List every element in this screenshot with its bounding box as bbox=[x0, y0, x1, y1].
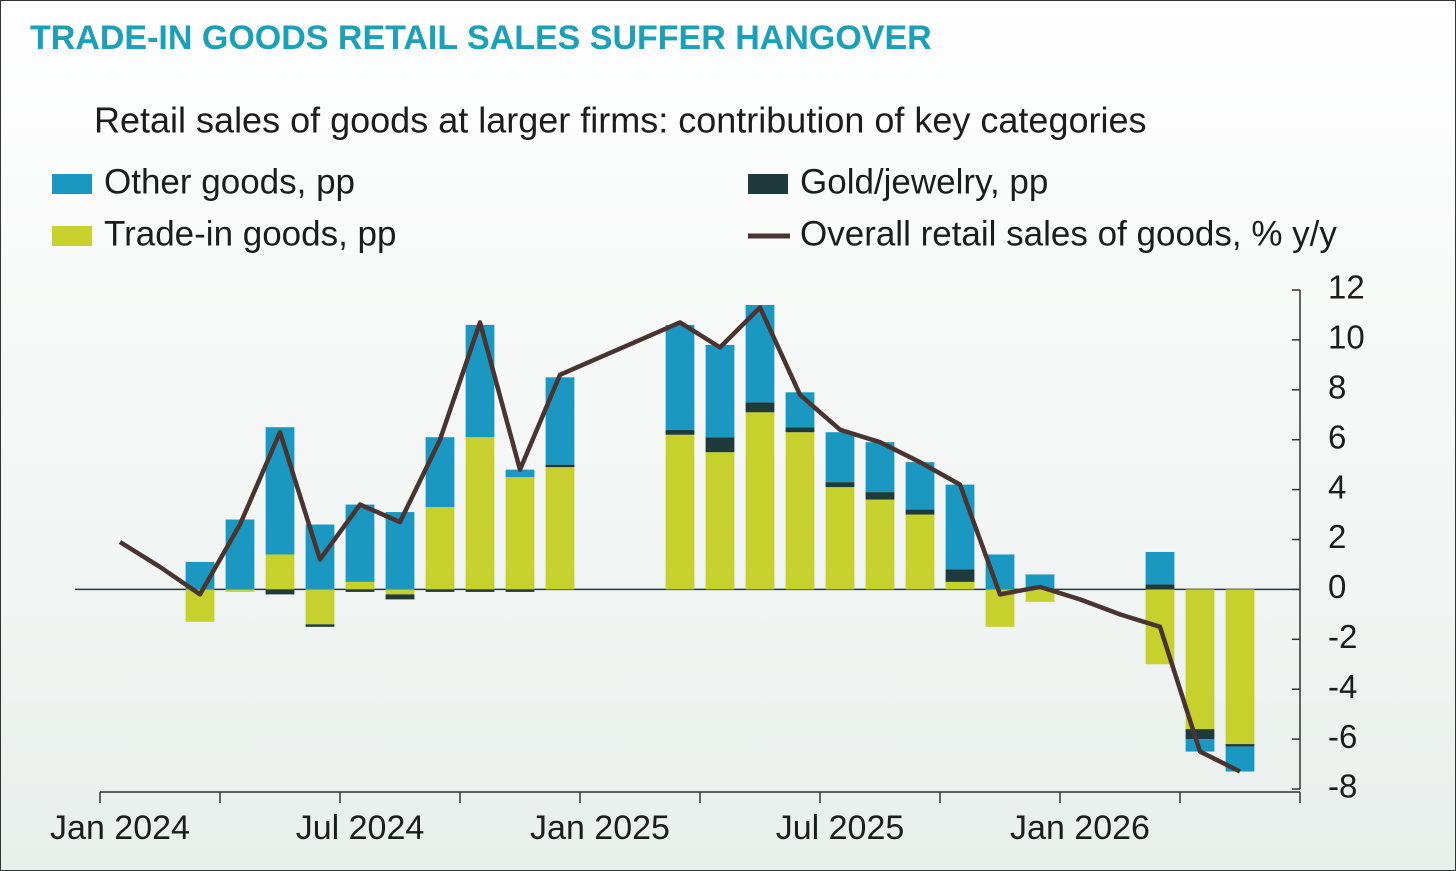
bar-segment bbox=[705, 437, 735, 453]
bar-segment bbox=[425, 589, 455, 592]
legend-label: Other goods, pp bbox=[104, 162, 355, 201]
bar-segment bbox=[1225, 589, 1255, 745]
bar-segment bbox=[345, 581, 375, 590]
bar-segment bbox=[345, 589, 375, 592]
bar-segment bbox=[705, 452, 735, 590]
bar-segment bbox=[385, 512, 415, 590]
y-tick-label: -6 bbox=[1328, 718, 1357, 755]
x-tick-label: Jan 2024 bbox=[50, 809, 190, 847]
bar-segment bbox=[825, 482, 855, 488]
bar-segment bbox=[505, 477, 535, 590]
x-tick-label: Jan 2025 bbox=[530, 809, 670, 847]
bar-segment bbox=[225, 519, 255, 590]
bar-segment bbox=[665, 434, 695, 590]
bar-segment bbox=[465, 437, 495, 590]
legend-label: Gold/jewelry, pp bbox=[800, 162, 1048, 201]
bar-segment bbox=[1185, 589, 1215, 730]
bar-segment bbox=[1145, 551, 1175, 585]
bar-segment bbox=[865, 442, 895, 493]
legend-swatch bbox=[52, 174, 92, 194]
bar-segment bbox=[1185, 729, 1215, 740]
y-tick-label: 4 bbox=[1328, 468, 1346, 505]
bar-segment bbox=[785, 427, 815, 433]
bar-segment bbox=[905, 514, 935, 590]
x-tick-label: Jul 2025 bbox=[776, 809, 905, 847]
bar-segment bbox=[945, 484, 975, 570]
bar-segment bbox=[265, 554, 295, 590]
bar-segment bbox=[305, 589, 335, 625]
bar-segment bbox=[265, 427, 295, 555]
bar-segment bbox=[825, 487, 855, 590]
bar-segment bbox=[865, 499, 895, 590]
bar-segment bbox=[305, 624, 335, 627]
bar-segment bbox=[1145, 584, 1175, 590]
kicker: TRADE-IN GOODS RETAIL SALES SUFFER HANGO… bbox=[30, 19, 932, 57]
y-tick-label: 12 bbox=[1328, 269, 1365, 306]
bar-segment bbox=[425, 437, 455, 508]
bar-segment bbox=[865, 492, 895, 500]
bar-segment bbox=[665, 429, 695, 435]
bar-segment bbox=[945, 581, 975, 590]
legend-swatch bbox=[52, 226, 92, 246]
y-tick-label: 0 bbox=[1328, 568, 1346, 605]
y-tick-label: -4 bbox=[1328, 668, 1357, 705]
bar-segment bbox=[505, 469, 535, 478]
bar-segment bbox=[945, 569, 975, 582]
bar-segment bbox=[545, 464, 575, 468]
legend-label: Overall retail sales of goods, % y/y bbox=[800, 214, 1337, 253]
bar-segment bbox=[705, 344, 735, 438]
bar-segment bbox=[665, 324, 695, 430]
bar-segment bbox=[1225, 744, 1255, 747]
legend-label: Trade-in goods, pp bbox=[104, 214, 397, 253]
y-tick-label: 8 bbox=[1328, 369, 1346, 406]
y-tick-label: 10 bbox=[1328, 319, 1365, 356]
y-tick-label: 2 bbox=[1328, 518, 1346, 555]
bar-segment bbox=[225, 589, 255, 592]
bar-segment bbox=[465, 324, 495, 438]
bar-segment bbox=[745, 412, 775, 590]
y-tick-label: 6 bbox=[1328, 418, 1346, 455]
bar-segment bbox=[785, 392, 815, 428]
bar-segment bbox=[545, 467, 575, 590]
y-tick-label: -8 bbox=[1328, 768, 1357, 805]
line-series bbox=[118, 305, 1242, 774]
chart-title: Retail sales of goods at larger firms: c… bbox=[94, 100, 1147, 141]
legend-swatch bbox=[748, 174, 788, 194]
x-tick-label: Jul 2024 bbox=[296, 809, 425, 847]
y-tick-label: -2 bbox=[1328, 618, 1357, 655]
bar-segment bbox=[545, 377, 575, 465]
bar-segment bbox=[465, 589, 495, 592]
bar-segment bbox=[905, 509, 935, 515]
bar-segment bbox=[385, 589, 415, 595]
bar-segment bbox=[745, 304, 775, 403]
bar-segment bbox=[825, 432, 855, 483]
bar-segment bbox=[745, 402, 775, 413]
x-tick-label: Jan 2026 bbox=[1010, 809, 1150, 847]
bar-segment bbox=[425, 507, 455, 590]
bar-segment bbox=[505, 589, 535, 592]
bar-segment bbox=[785, 432, 815, 590]
bar-segment bbox=[1025, 589, 1055, 602]
bar-segment bbox=[265, 589, 295, 595]
bar-segment bbox=[1025, 574, 1055, 590]
bar-segment bbox=[385, 594, 415, 600]
